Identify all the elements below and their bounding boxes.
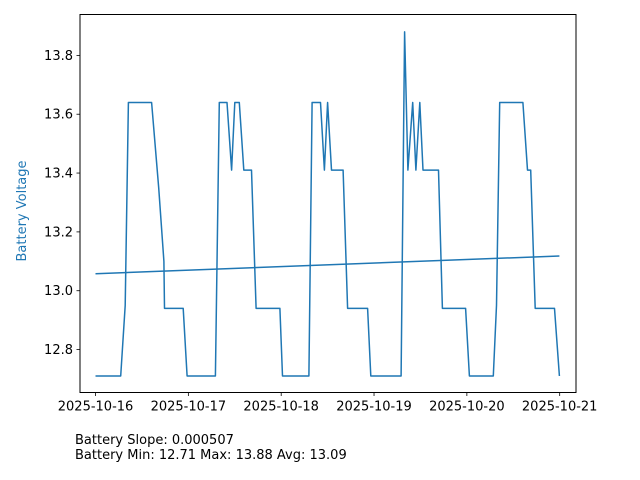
trend-line — [95, 255, 560, 275]
y-tick-label: 13.8 — [44, 49, 73, 64]
y-tick-label: 13.0 — [44, 284, 73, 299]
x-tick-label: 2025-10-19 — [336, 400, 412, 415]
series-layer — [95, 31, 561, 377]
x-tick-label: 2025-10-16 — [58, 400, 134, 415]
x-tick-label: 2025-10-18 — [243, 400, 319, 415]
y-tick-label: 13.4 — [44, 167, 73, 182]
x-tick-label: 2025-10-21 — [522, 400, 598, 415]
y-tick-label: 12.8 — [44, 343, 73, 358]
stats-block: Battery Slope: 0.000507 Battery Min: 12.… — [75, 433, 347, 463]
y-axis-label: Battery Voltage — [15, 160, 30, 261]
battery-range-text: Battery Min: 12.71 Max: 13.88 Avg: 13.09 — [75, 448, 347, 463]
battery-slope-text: Battery Slope: 0.000507 — [75, 433, 234, 448]
y-tick-label: 13.6 — [44, 108, 73, 123]
x-tick-label: 2025-10-20 — [429, 400, 505, 415]
battery-voltage-line — [95, 31, 561, 377]
tick-layer: 2025-10-16 2025-10-17 2025-10-18 2025-10-19… — [44, 49, 597, 415]
x-tick-label: 2025-10-17 — [151, 400, 227, 415]
plot-frame — [79, 14, 577, 393]
y-tick-label: 13.2 — [44, 225, 73, 240]
